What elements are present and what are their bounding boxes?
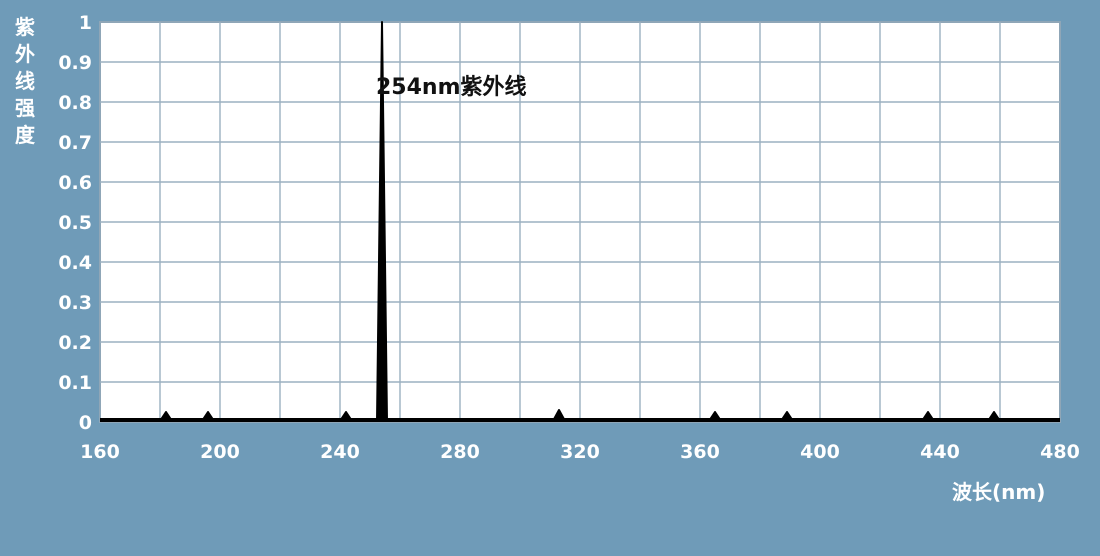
y-tick-label: 0.3 bbox=[58, 292, 92, 314]
x-tick-label: 480 bbox=[1040, 441, 1080, 463]
spectrum-peak bbox=[201, 411, 215, 422]
y-tick-label: 0.6 bbox=[58, 172, 92, 194]
x-tick-label: 280 bbox=[440, 441, 480, 463]
peak-annotation: 254nm紫外线 bbox=[376, 74, 527, 100]
spectrum-peak bbox=[339, 411, 353, 422]
y-tick-label: 0.1 bbox=[58, 372, 92, 394]
series-layer bbox=[100, 21, 1060, 422]
y-tick-label: 1 bbox=[79, 12, 92, 34]
x-tick-label: 200 bbox=[200, 441, 240, 463]
x-tick-label: 160 bbox=[80, 441, 120, 463]
spectrum-peak bbox=[780, 411, 794, 422]
x-tick-label: 440 bbox=[920, 441, 960, 463]
spectrum-peak bbox=[552, 409, 566, 422]
spectrum-peak bbox=[921, 411, 935, 422]
spectrum-peak bbox=[159, 411, 173, 422]
spectrum-peak bbox=[987, 411, 1001, 422]
y-tick-label: 0.7 bbox=[58, 132, 92, 154]
spectrum-peak bbox=[708, 411, 722, 422]
y-tick-label: 0.8 bbox=[58, 92, 92, 114]
y-tick-label: 0 bbox=[79, 412, 92, 434]
y-tick-labels: 0 0.1 0.2 0.3 0.4 0.5 0.6 0.7 0.8 0.9 1 bbox=[58, 12, 92, 434]
y-axis-label: 紫外线强度 bbox=[15, 15, 36, 147]
x-tick-label: 360 bbox=[680, 441, 720, 463]
x-tick-labels: 160 200 240 280 320 360 400 440 480 bbox=[80, 441, 1080, 463]
x-tick-label: 320 bbox=[560, 441, 600, 463]
y-tick-label: 0.5 bbox=[58, 212, 92, 234]
gridlines bbox=[100, 22, 1060, 422]
x-axis-label: 波长(nm) bbox=[952, 480, 1045, 504]
spectrum-peak bbox=[376, 21, 388, 422]
y-tick-label: 0.4 bbox=[58, 252, 92, 274]
x-tick-label: 400 bbox=[800, 441, 840, 463]
x-tick-label: 240 bbox=[320, 441, 360, 463]
y-tick-label: 0.2 bbox=[58, 332, 92, 354]
y-tick-label: 0.9 bbox=[58, 52, 92, 74]
